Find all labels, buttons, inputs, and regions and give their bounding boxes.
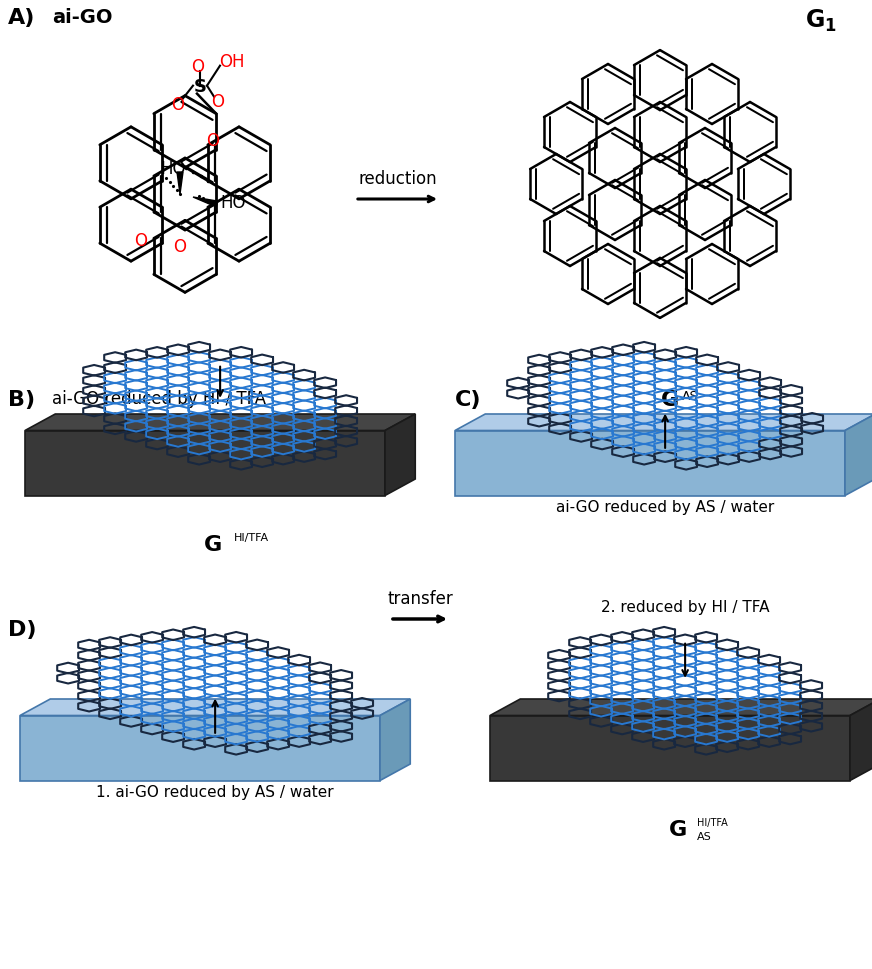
Text: HO: HO — [160, 160, 186, 177]
Polygon shape — [20, 700, 410, 716]
Text: S: S — [194, 78, 207, 96]
Text: $\mathbf{G}$: $\mathbf{G}$ — [660, 390, 678, 410]
Text: $\mathbf{G_1}$: $\mathbf{G_1}$ — [805, 8, 837, 34]
Polygon shape — [385, 415, 415, 496]
Text: OH: OH — [219, 52, 245, 71]
Polygon shape — [455, 415, 872, 431]
Text: $\mathbf{G}$: $\mathbf{G}$ — [203, 535, 221, 554]
Text: B): B) — [8, 390, 35, 410]
Text: transfer: transfer — [387, 589, 453, 608]
Text: reduction: reduction — [358, 170, 437, 188]
Text: 1. ai-GO reduced by AS / water: 1. ai-GO reduced by AS / water — [96, 784, 334, 799]
Text: AS: AS — [697, 831, 712, 841]
Text: O: O — [134, 232, 147, 249]
Text: O: O — [174, 237, 187, 255]
Text: $\mathbf{G}$: $\mathbf{G}$ — [668, 819, 686, 839]
Text: HI/TFA: HI/TFA — [697, 817, 728, 828]
Text: O: O — [192, 57, 205, 76]
Polygon shape — [850, 700, 872, 781]
Polygon shape — [490, 700, 872, 716]
Polygon shape — [455, 431, 845, 496]
Text: 2. reduced by HI / TFA: 2. reduced by HI / TFA — [601, 600, 769, 614]
Polygon shape — [380, 700, 410, 781]
Text: AS: AS — [682, 390, 698, 402]
Polygon shape — [25, 415, 415, 431]
Text: ai-GO reduced by AS / water: ai-GO reduced by AS / water — [556, 499, 774, 515]
Polygon shape — [25, 431, 385, 496]
Text: D): D) — [8, 619, 37, 640]
Text: O: O — [212, 93, 224, 110]
Text: HI/TFA: HI/TFA — [234, 532, 269, 543]
Polygon shape — [177, 172, 183, 195]
Text: ai-GO reduced by HI / TFA: ai-GO reduced by HI / TFA — [52, 390, 266, 408]
Text: A): A) — [8, 8, 36, 28]
Text: O: O — [207, 132, 220, 149]
Polygon shape — [490, 716, 850, 781]
Polygon shape — [193, 198, 218, 207]
Text: HO: HO — [221, 194, 246, 212]
Polygon shape — [845, 415, 872, 496]
Text: C): C) — [455, 390, 481, 410]
Text: O: O — [172, 96, 185, 113]
Text: ai-GO: ai-GO — [52, 8, 112, 27]
Polygon shape — [20, 716, 380, 781]
